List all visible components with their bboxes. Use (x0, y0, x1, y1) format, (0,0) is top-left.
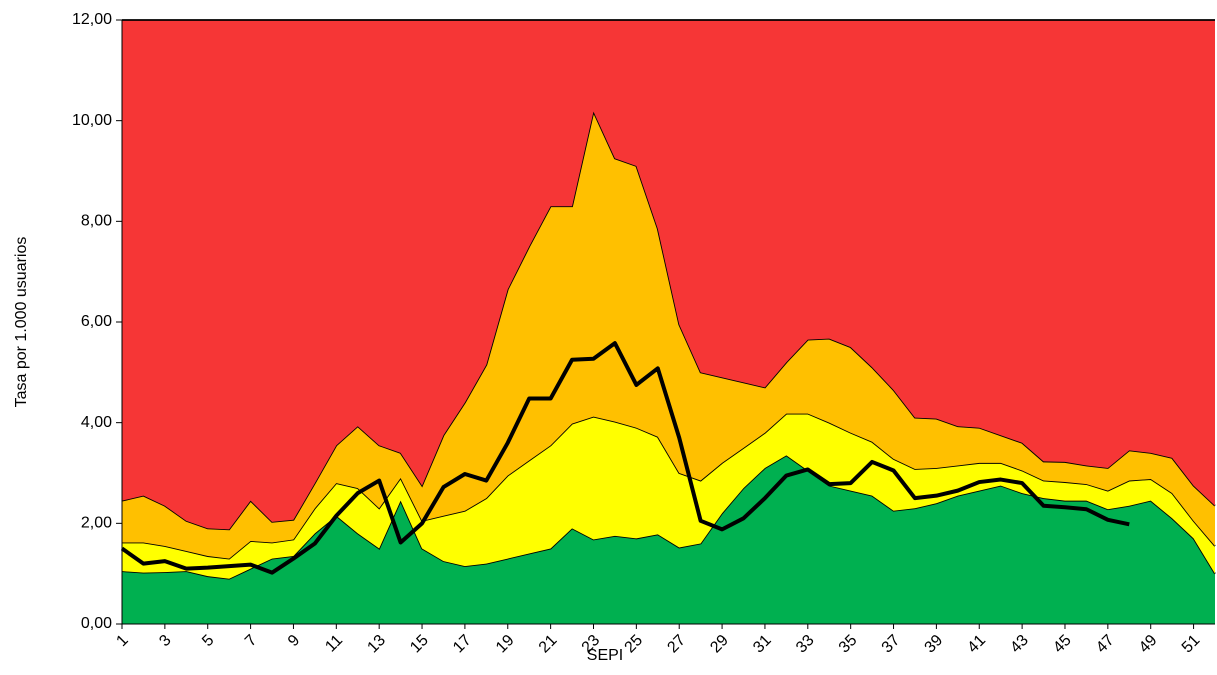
x-tick-label: 5 (199, 632, 217, 650)
area (122, 111, 1215, 559)
line (120, 341, 1130, 575)
x-tick-label: 11 (322, 632, 346, 656)
x-tick-label: 45 (1050, 632, 1075, 657)
x-axis-label: SEPI (587, 647, 623, 664)
x-tick-label: 33 (793, 632, 818, 657)
y-tick-label: 0,00 (81, 615, 112, 632)
y-tick-label: 8,00 (81, 213, 112, 230)
x-tick-label: 29 (707, 632, 732, 657)
x-tick-label: 13 (364, 632, 389, 657)
area (122, 20, 1215, 530)
x-tick-label: 51 (1179, 632, 1204, 657)
y-tick-label: 6,00 (81, 313, 112, 330)
y-axis-label: Tasa por 1.000 usuarios (13, 237, 30, 408)
x-tick-label: 3 (156, 632, 174, 650)
y-tick-label: 2,00 (81, 515, 112, 532)
area (122, 413, 1215, 579)
x-tick-label: 17 (450, 632, 475, 657)
x-tick-label: 1 (113, 632, 131, 650)
x-tick-label: 9 (285, 632, 303, 650)
x-tick-label: 31 (750, 632, 775, 657)
x-tick-label: 47 (1093, 632, 1118, 657)
x-tick-label: 15 (407, 632, 432, 657)
x-tick-label: 37 (879, 632, 904, 657)
x-tick-label: 39 (922, 632, 947, 657)
x-tick-label: 27 (664, 632, 689, 657)
x-tick-label: 25 (622, 632, 647, 657)
x-tick-label: 49 (1136, 632, 1161, 657)
x-tick-label: 35 (836, 632, 861, 657)
x-tick-label: 43 (1007, 632, 1032, 657)
x-tick-label: 7 (242, 632, 260, 650)
y-tick-label: 10,00 (72, 112, 112, 129)
y-tick-label: 12,00 (72, 11, 112, 28)
x-tick-label: 21 (536, 632, 561, 657)
area (122, 455, 1215, 624)
y-tick-label: 4,00 (81, 414, 112, 431)
x-tick-label: 41 (964, 632, 989, 657)
x-tick-label: 19 (493, 632, 518, 657)
